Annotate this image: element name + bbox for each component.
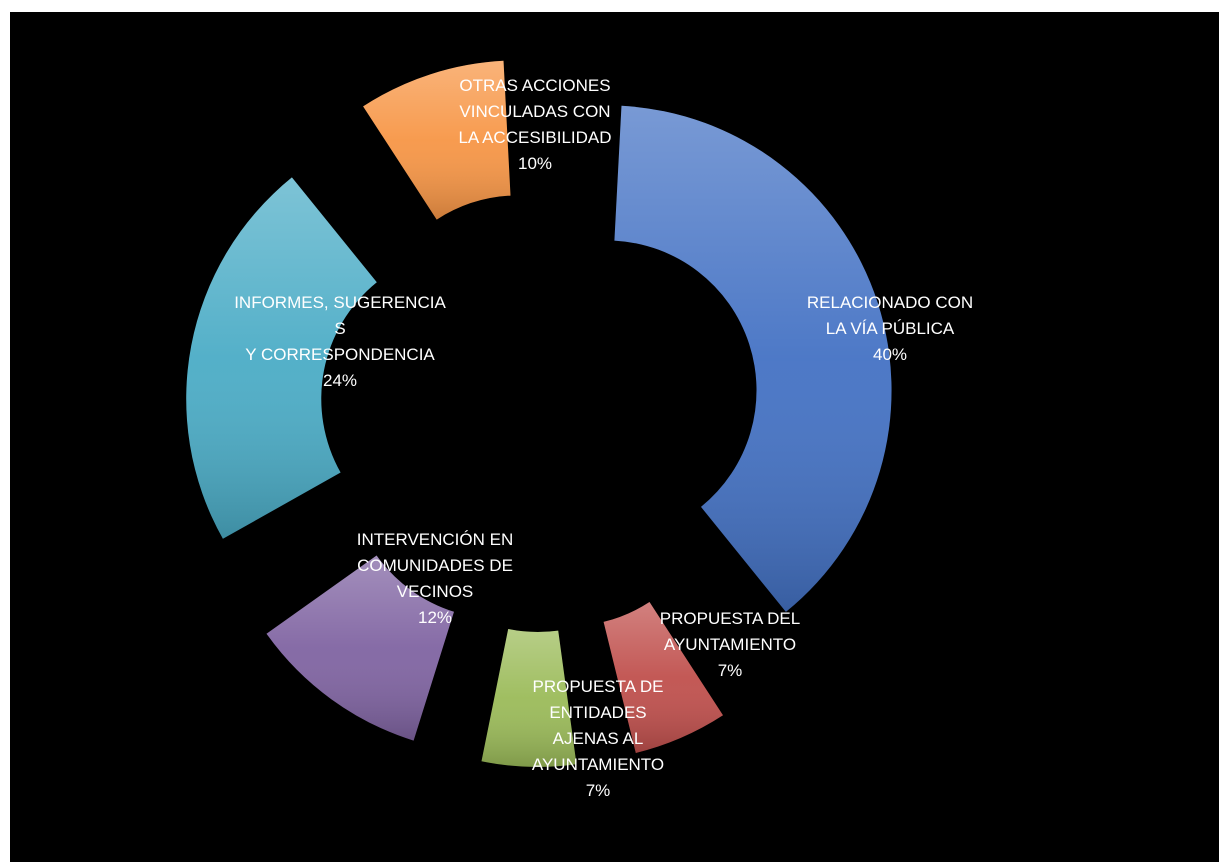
slice-label-line: S [334,319,345,338]
slice-label-line: 7% [718,661,743,680]
donut-slice-sheen-6 [363,60,511,220]
slice-label-line: 40% [873,345,907,364]
slice-label-line: PROPUESTA DE [533,677,664,696]
slice-label-4: INTERVENCIÓN EN COMUNIDADES DE VECINOS 12% [357,530,514,627]
slice-label-line: AYUNTAMIENTO [532,755,664,774]
slice-label-line: ENTIDADES [549,703,646,722]
slice-label-line: AYUNTAMIENTO [664,635,796,654]
slice-label-line: LA VÍA PÚBLICA [826,319,955,338]
slice-label-line: 10% [518,154,552,173]
donut-slice-sheen-2 [603,602,723,753]
slice-label-line: VECINOS [397,582,474,601]
slice-label-6: OTRAS ACCIONES VINCULADAS CON LA ACCESIBIL… [458,76,611,173]
donut-slice-sheen-3 [481,629,577,767]
slice-label-5: INFORMES, SUGERENCIA S Y CORRESPONDENCIA 24… [234,293,446,390]
slice-label-line: COMUNIDADES DE [357,556,513,575]
slice-label-line: INTERVENCIÓN EN [357,530,514,549]
slice-label-line: VINCULADAS CON [459,102,610,121]
slice-label-3: PROPUESTA DE ENTIDADES AJENAS AL AYUNTAMIEN… [532,677,664,800]
donut-slice-sheen-5 [186,177,377,539]
slice-label-line: 12% [418,608,452,627]
donut-slice-sheen-4 [266,555,454,741]
donut-slice-sheen-1 [614,105,892,612]
slice-label-line: 24% [323,371,357,390]
slice-label-line: 7% [586,781,611,800]
slice-label-line: OTRAS ACCIONES [459,76,610,95]
slice-label-line: PROPUESTA DEL [660,609,800,628]
chart-area: RELACIONADO CON LA VÍA PÚBLICA 40% PROPUEST… [10,12,1219,862]
slice-label-1: RELACIONADO CON LA VÍA PÚBLICA 40% [807,293,973,364]
donut-chart: RELACIONADO CON LA VÍA PÚBLICA 40% PROPUEST… [186,60,973,800]
slice-label-line: LA ACCESIBILIDAD [458,128,611,147]
slice-label-line: RELACIONADO CON [807,293,973,312]
slice-label-line: Y CORRESPONDENCIA [245,345,435,364]
slice-label-line: AJENAS AL [553,729,644,748]
slice-label-line: INFORMES, SUGERENCIA [234,293,446,312]
slice-label-2: PROPUESTA DEL AYUNTAMIENTO 7% [660,609,800,680]
